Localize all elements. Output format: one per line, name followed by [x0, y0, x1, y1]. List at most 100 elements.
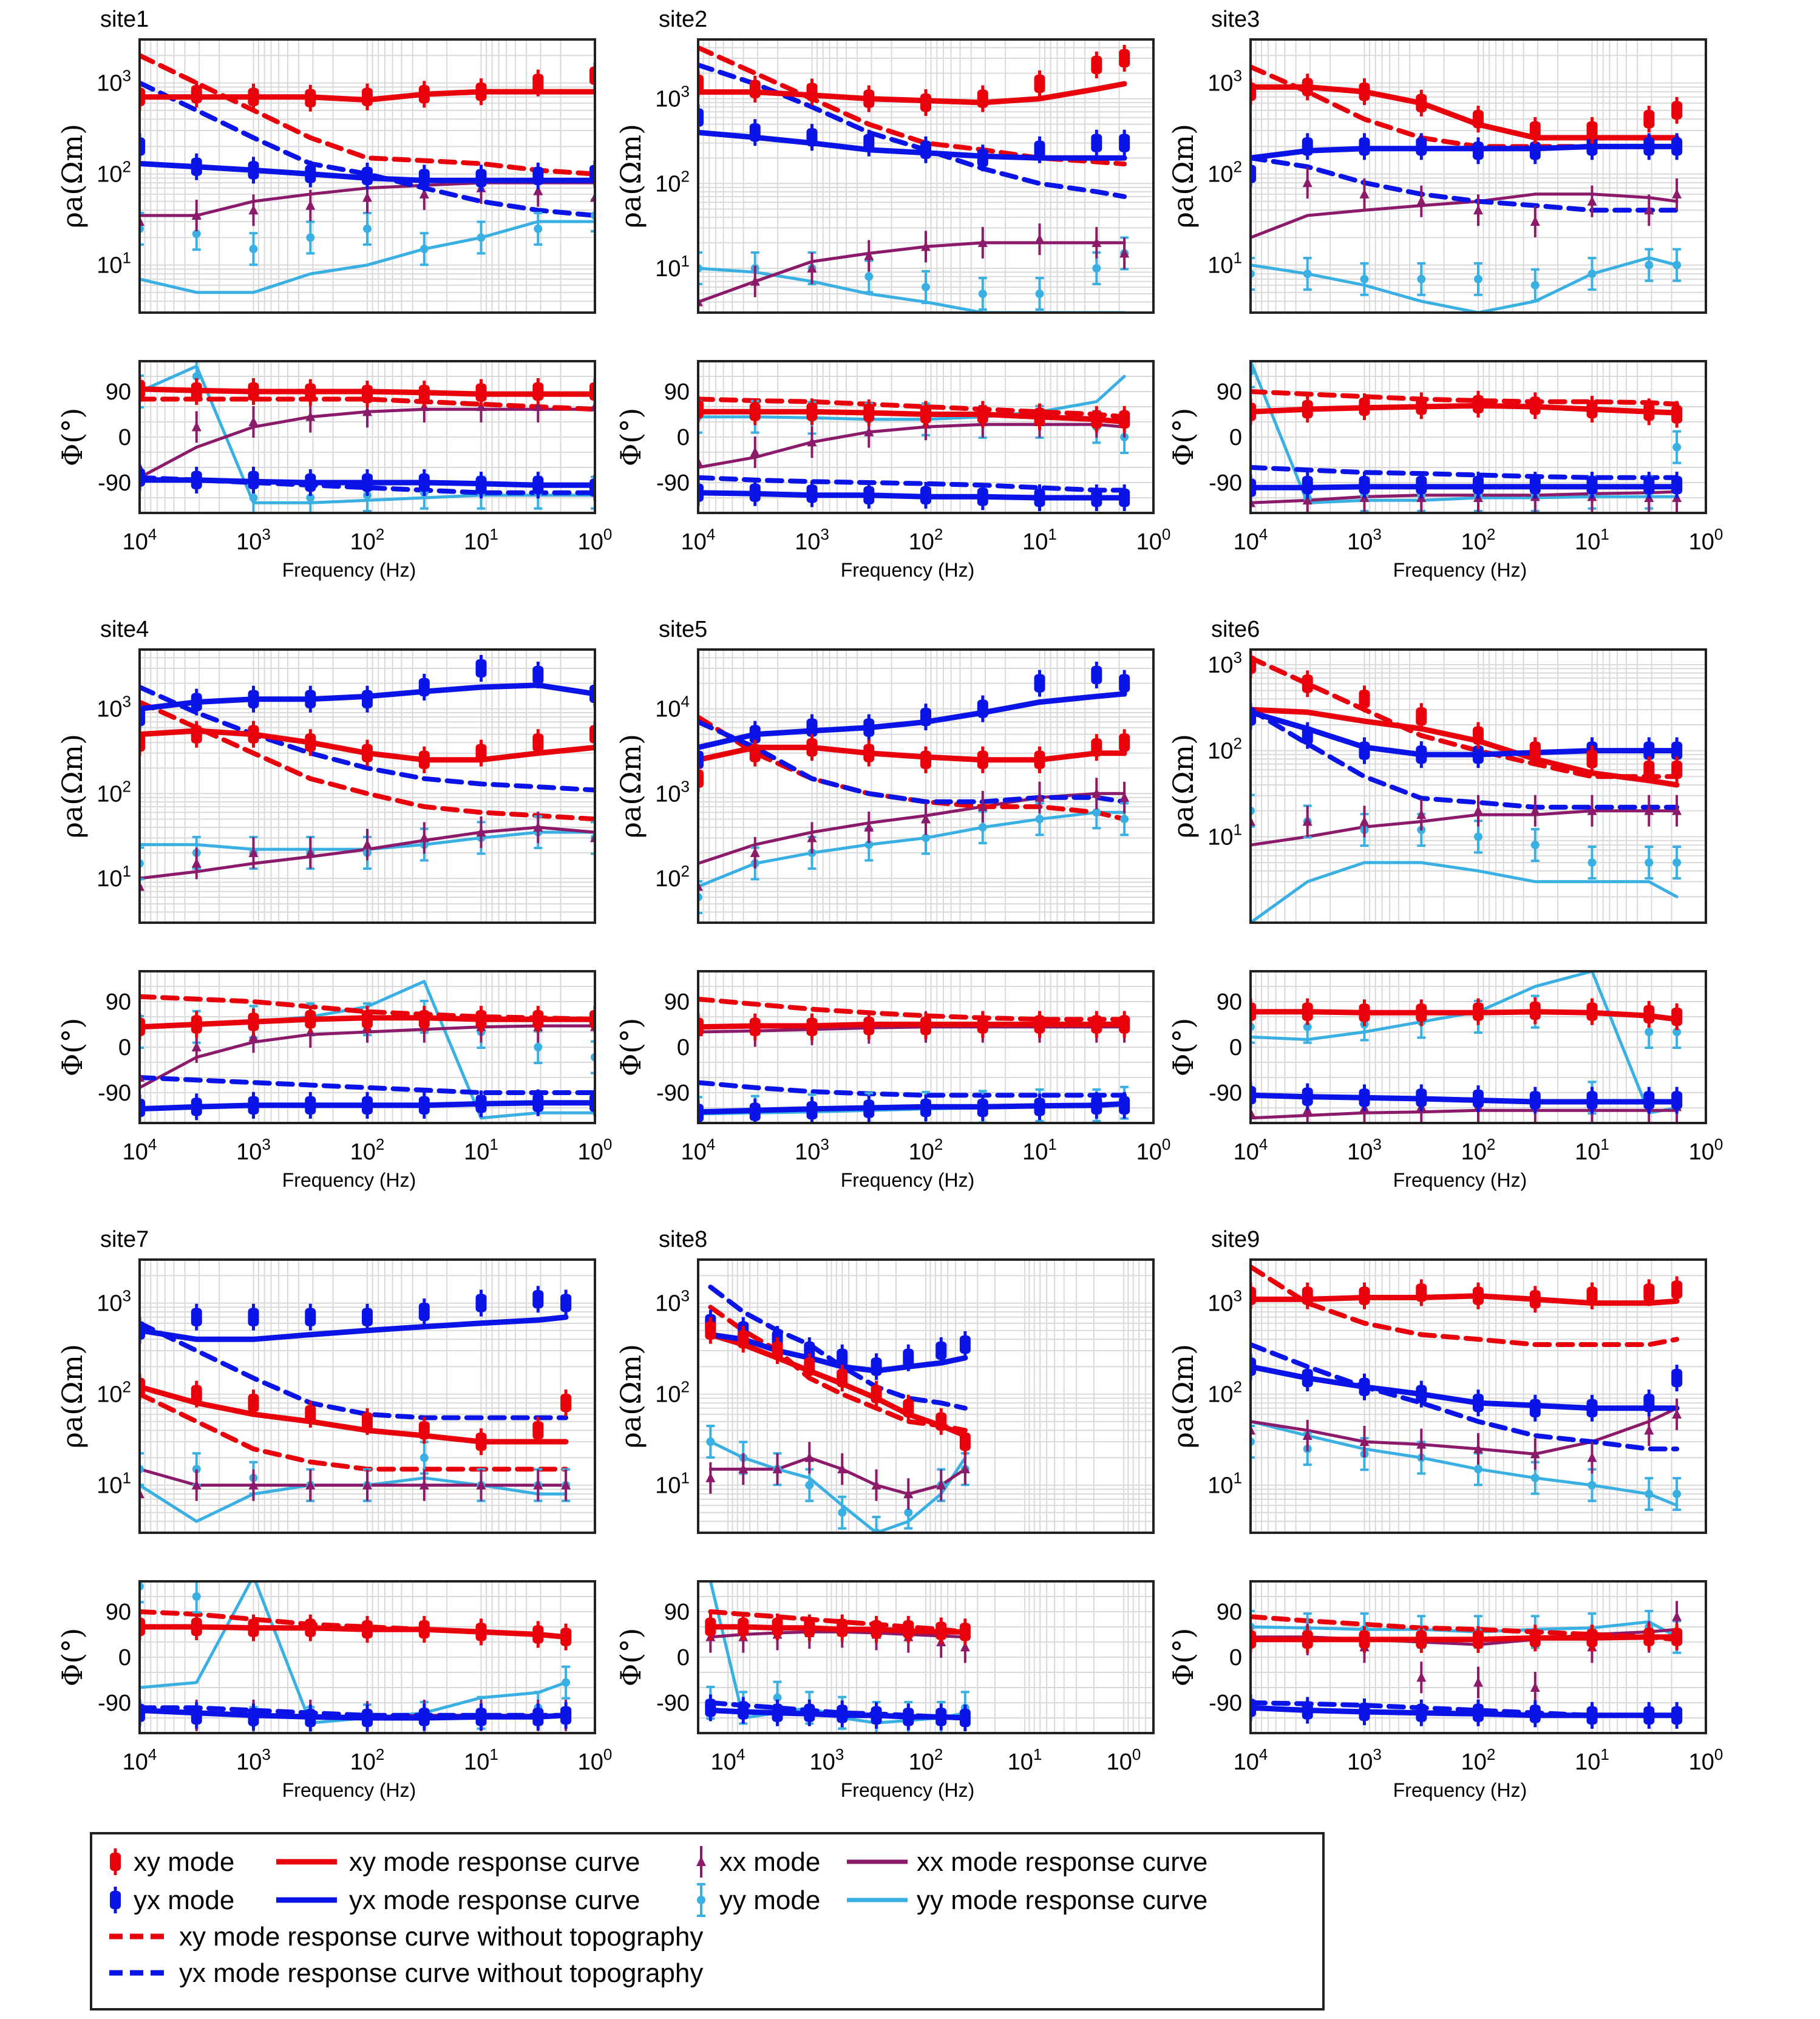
site5-phi-yx-point	[977, 1099, 988, 1117]
site4-phi-ytick-label: 90	[106, 989, 131, 1015]
site3-rho-yy-point	[1645, 260, 1654, 270]
site9-phi-yx-point	[1473, 1703, 1484, 1722]
site9-rho-ylabel: ρa(Ωm)	[1167, 1344, 1200, 1448]
site7-phi-xy-observed	[140, 1614, 572, 1651]
site6-phi-xy-point	[1302, 1002, 1313, 1021]
site9-rho-xy-point	[1529, 1290, 1541, 1309]
site4-rho-xy-point	[191, 725, 202, 744]
site5-phi-yx-point	[920, 1099, 931, 1117]
site4-phi-xy-point	[191, 1015, 202, 1034]
site5-rho-ytick-label: 103	[655, 777, 690, 807]
site9-phi-xy-point	[1302, 1630, 1313, 1649]
site5-rho-xx-point	[1092, 788, 1102, 798]
site5-rho-frame	[697, 648, 1155, 924]
site8-phi-yx-observed	[705, 1694, 971, 1731]
site7-rho-xy-point	[248, 1394, 259, 1413]
legend-yx-notopo: yx mode response curve without topograph…	[109, 1958, 703, 1988]
site5-rho-xx-point	[750, 847, 760, 857]
site7-rho-yx-point	[532, 1290, 544, 1309]
site3-rho-xy-point	[1529, 121, 1541, 140]
site4-phi-xx-point	[191, 1042, 202, 1051]
site9-rho-ytick-label: 102	[1207, 1378, 1242, 1408]
site1-rho-xy-point	[475, 83, 487, 101]
site4-phi-yx-notopo-line	[140, 1075, 595, 1095]
site7-rho-xy-point	[305, 1405, 316, 1423]
site5-phi-yx-point	[698, 1104, 704, 1122]
site1-phi-yy-point	[306, 494, 315, 502]
site7-rho-yy-point	[419, 1453, 429, 1462]
site3-phi-yx-point	[1529, 476, 1541, 495]
site1-rho-xy-point	[305, 89, 316, 107]
site5-rho-yx-point	[806, 718, 818, 737]
site6-rho-ytick-label: 101	[1207, 820, 1242, 850]
site5-rho-ylabel: ρa(Ωm)	[614, 734, 647, 838]
site5-rho-yy-point	[922, 833, 930, 843]
site8-xtick-label: 102	[909, 1745, 943, 1775]
site1-phi-xy-point	[248, 382, 259, 401]
site1-rho-yy-point	[419, 245, 429, 254]
site9-phi-yx-observed	[1251, 1694, 1683, 1729]
site8-panel: site8 101 102 103 ρa(Ωm) 90 0 -90 Φ(°) 104 103 102 1…	[614, 1227, 1155, 1801]
site5-rho-yy-point	[1120, 815, 1129, 824]
legend-yx-curve: yx mode response curve	[276, 1885, 640, 1915]
site4-phi-xy-point	[305, 1010, 316, 1029]
site2-xtick-label: 101	[1022, 525, 1057, 555]
site3-phi-yx-point	[1251, 478, 1256, 497]
site2-rho-yy-point	[978, 290, 987, 299]
site5-rho-xy-point	[1091, 738, 1102, 757]
site3-rho-yx-point	[1416, 137, 1427, 156]
legend-xx-mode: xx mode	[696, 1846, 820, 1878]
legend-yy-mode: yy mode	[697, 1883, 820, 1917]
site9-rho-xy-notopo-line	[1251, 1264, 1680, 1347]
site1-rho-yx-point	[589, 165, 595, 183]
site7-rho-xx-point	[419, 1479, 429, 1490]
site7-rho-ylabel: ρa(Ωm)	[56, 1344, 89, 1448]
site9-rho-yx-observed	[1251, 1353, 1683, 1422]
site1-phi-yx-point	[191, 470, 202, 489]
site5-rho-xy-observed	[698, 729, 1130, 792]
site1-phi-yx-point	[362, 473, 373, 492]
site4-phi-yx-point	[191, 1098, 202, 1116]
site3-rho-xy-point	[1359, 83, 1370, 101]
legend: xy mode yx mode xy mode response curve y…	[90, 1832, 1325, 2011]
site5-rho-xy-point	[1034, 750, 1045, 769]
site7-phi-plot-area	[140, 1581, 572, 1733]
site8-xtick-label: 100	[1107, 1745, 1141, 1775]
site1-rho-xy-point	[532, 73, 544, 92]
site9-phi-xy-point	[1251, 1630, 1256, 1649]
site8-rho-yx-point	[837, 1348, 848, 1367]
site1-rho-xx-point	[305, 200, 316, 210]
site1-phi-xy-point	[305, 383, 316, 402]
site6-phi-frame	[1249, 970, 1707, 1124]
site9-phi-frame	[1249, 1580, 1707, 1734]
legend-xx-curve-label: xx mode response curve	[917, 1847, 1207, 1877]
site5-phi-xy-point	[863, 1017, 875, 1035]
site5-rho-ytick-label: 104	[655, 693, 690, 722]
site8-rho-xx-point	[903, 1488, 914, 1499]
site4-rho-xx-point	[476, 826, 486, 836]
site2-phi-yx-point	[806, 484, 818, 503]
site9-rho-xy-point	[1671, 1280, 1683, 1299]
site1-rho-ytick-label: 102	[97, 158, 131, 188]
site3-phi-xy-point	[1473, 395, 1484, 413]
site2-rho-yx-observed	[698, 104, 1130, 172]
site5-rho-yx-point	[1034, 674, 1045, 693]
site6-phi-xy-observed	[1251, 997, 1683, 1030]
site3-rho-xy-point	[1251, 83, 1256, 101]
site7-xtick-label: 100	[578, 1745, 613, 1775]
site7-phi-ytick-label: 90	[106, 1600, 131, 1625]
site9-rho-xx-point	[1644, 1425, 1654, 1435]
site8-xlabel: Frequency (Hz)	[841, 1779, 975, 1801]
site2-phi-xy-point	[698, 400, 704, 419]
site2-rho-xy-point	[806, 83, 818, 101]
site2-rho-xy-point	[698, 75, 704, 93]
site6-rho-xx-point	[1473, 805, 1483, 815]
site5-rho-ytick-label: 102	[655, 862, 690, 892]
site1-rho-yy-point	[534, 224, 543, 233]
site7-phi-ylabel: Φ(°)	[56, 1628, 89, 1687]
site6-rho-xx-point	[1359, 816, 1370, 826]
site3-rho-xx-point	[1416, 195, 1427, 206]
site3-rho-yy-point	[1303, 270, 1312, 279]
site8-rho-xy-point	[837, 1369, 848, 1388]
site4-phi-ytick-label: -90	[98, 1081, 131, 1106]
